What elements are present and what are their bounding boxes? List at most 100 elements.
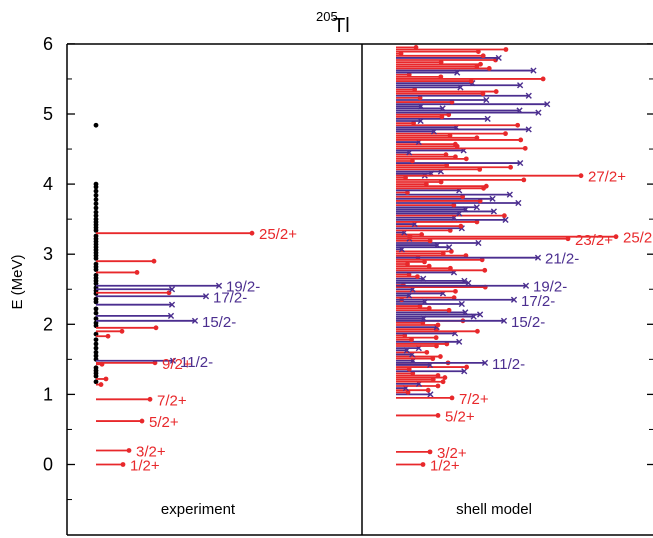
panel-label-experiment: experiment bbox=[161, 501, 236, 518]
sm-bulk-level-marker-145 bbox=[412, 87, 418, 92]
sm-bulk-level-marker-24 bbox=[444, 341, 450, 347]
sm-bulk-level-marker-90 bbox=[451, 202, 457, 208]
sm-bulk-level-marker-126 bbox=[525, 126, 532, 133]
sm-bulk-level-marker-95 bbox=[506, 191, 513, 198]
exp-extra-level-37 bbox=[93, 233, 99, 239]
sm-bulk-level-marker-123 bbox=[447, 133, 453, 139]
exp-level-label-1: 3/2+ bbox=[136, 443, 166, 460]
sm-bulk-level-marker-161 bbox=[480, 53, 486, 59]
exp-extra-level-18 bbox=[93, 296, 99, 302]
exp-extra-level-25 bbox=[93, 272, 99, 278]
sm-bulk-level-marker-63 bbox=[422, 259, 427, 265]
sm-bulk-level-marker-23 bbox=[434, 343, 439, 349]
sm-bulk-level-marker-152 bbox=[406, 72, 412, 78]
exp-level-marker-4 bbox=[98, 382, 104, 387]
sm-bulk-level-marker-87 bbox=[490, 208, 497, 215]
y-tick-label-4: 4 bbox=[43, 174, 53, 194]
sm-bulk-level-marker-80 bbox=[458, 223, 464, 229]
sm-bulk-level-marker-154 bbox=[530, 67, 537, 74]
exp-level-marker-9 bbox=[105, 333, 111, 339]
sm-level-marker-10 bbox=[613, 234, 619, 240]
sm-bulk-level-marker-25 bbox=[456, 338, 463, 345]
sm-bulk-level-marker-138 bbox=[544, 101, 551, 108]
exp-extra-level-45 bbox=[93, 205, 99, 211]
sm-bulk-level-marker-41 bbox=[426, 305, 432, 311]
exp-level-marker-14 bbox=[168, 301, 176, 308]
sm-bulk-level-marker-20 bbox=[424, 349, 430, 355]
sm-bulk-level-marker-131 bbox=[484, 115, 491, 123]
y-tick-label-3: 3 bbox=[43, 244, 53, 264]
sm-bulk-level-marker-66 bbox=[463, 253, 469, 259]
sm-level-label-5: 15/2- bbox=[511, 314, 545, 331]
plot-frame bbox=[66, 43, 653, 536]
sm-bulk-level-marker-109 bbox=[444, 162, 450, 168]
exp-level-marker-12 bbox=[191, 317, 199, 324]
sm-bulk-level-marker-108 bbox=[508, 164, 513, 170]
exp-extra-level-49 bbox=[93, 188, 99, 194]
exp-extra-level-28 bbox=[93, 261, 99, 267]
exp-extra-level-52 bbox=[93, 122, 99, 128]
sm-bulk-level-marker-99 bbox=[483, 183, 489, 189]
sm-bulk-level-marker-42 bbox=[417, 303, 423, 309]
sm-bulk-level-marker-111 bbox=[409, 158, 415, 164]
sm-bulk-level-marker-83 bbox=[502, 216, 509, 223]
sm-bulk-level-marker-96 bbox=[405, 190, 410, 195]
sm-bulk-level-marker-142 bbox=[525, 92, 532, 99]
exp-extra-level-8 bbox=[93, 345, 99, 351]
sm-bulk-level-marker-89 bbox=[473, 204, 480, 211]
sm-bulk-level-marker-151 bbox=[438, 74, 444, 80]
exp-level-label-8: 11/2- bbox=[180, 354, 213, 371]
exp-level-marker-20 bbox=[151, 258, 157, 264]
sm-bulk-level-marker-128 bbox=[515, 122, 521, 128]
sm-bulk-level-marker-165 bbox=[413, 45, 419, 50]
sm-level-marker-8 bbox=[534, 254, 542, 261]
sm-bulk-level-marker-26 bbox=[409, 337, 414, 343]
sm-bulk-level-marker-76 bbox=[419, 232, 425, 237]
exp-extra-level-10 bbox=[93, 337, 99, 343]
sm-bulk-level-marker-67 bbox=[440, 251, 446, 256]
sm-bulk-level-marker-78 bbox=[447, 227, 453, 233]
sm-bulk-level-marker-139 bbox=[449, 99, 455, 105]
exp-extra-level-14 bbox=[93, 316, 99, 322]
sm-bulk-level-marker-85 bbox=[501, 213, 507, 219]
exp-level-marker-7 bbox=[152, 360, 158, 366]
sm-bulk-level-marker-147 bbox=[517, 82, 524, 89]
y-tick-label-5: 5 bbox=[43, 104, 53, 124]
sm-bulk-level-marker-92 bbox=[477, 198, 483, 204]
sm-bulk-level-marker-46 bbox=[451, 295, 457, 301]
exp-level-label-15: 17/2- bbox=[213, 289, 247, 306]
exp-extra-level-13 bbox=[93, 320, 99, 326]
sm-bulk-level-marker-4 bbox=[435, 383, 441, 389]
sm-bulk-level-marker-62 bbox=[405, 261, 410, 267]
sm-bulk-level-marker-159 bbox=[493, 57, 498, 63]
sm-level-marker-0 bbox=[420, 462, 426, 467]
sm-bulk-level-marker-38 bbox=[476, 311, 484, 318]
sm-level-label-0: 1/2+ bbox=[430, 458, 460, 475]
sm-level-marker-3 bbox=[449, 395, 455, 401]
sm-bulk-level-marker-55 bbox=[420, 275, 427, 282]
sm-bulk-level-marker-56 bbox=[415, 274, 420, 280]
exp-level-marker-17 bbox=[168, 286, 176, 293]
sm-bulk-level-marker-73 bbox=[427, 238, 433, 244]
sm-bulk-level-marker-10 bbox=[410, 370, 416, 376]
sm-bulk-level-marker-59 bbox=[482, 267, 488, 273]
sm-bulk-level-marker-9 bbox=[435, 373, 441, 378]
sm-bulk-level-marker-12 bbox=[406, 366, 412, 372]
sm-bulk-level-marker-160 bbox=[495, 54, 502, 62]
sm-bulk-level-marker-135 bbox=[516, 107, 523, 114]
sm-bulk-level-marker-155 bbox=[486, 66, 492, 71]
exp-level-marker-2 bbox=[139, 418, 145, 424]
sm-bulk-level-marker-72 bbox=[475, 239, 482, 247]
sm-bulk-level-marker-60 bbox=[448, 265, 453, 271]
y-tick-label-0: 0 bbox=[43, 455, 53, 475]
sm-bulk-level-marker-124 bbox=[503, 131, 508, 137]
exp-extra-level-42 bbox=[93, 216, 99, 222]
exp-extra-level-48 bbox=[93, 192, 99, 198]
sm-bulk-level-marker-33 bbox=[435, 322, 441, 328]
exp-level-label-12: 15/2- bbox=[202, 314, 236, 331]
exp-extra-level-7 bbox=[93, 349, 99, 355]
exp-extra-level-51 bbox=[93, 181, 99, 187]
exp-level-marker-10 bbox=[119, 328, 125, 334]
y-tick-label-6: 6 bbox=[43, 34, 53, 54]
